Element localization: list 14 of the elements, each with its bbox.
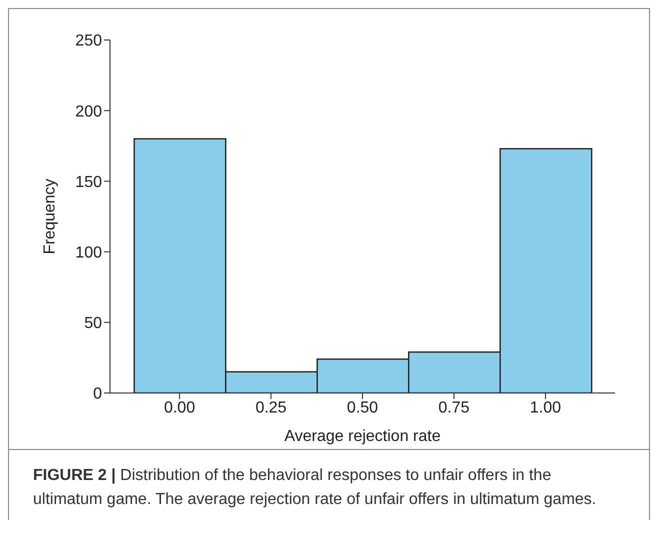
x-tick-label: 0.75: [438, 399, 470, 416]
y-tick-label: 250: [75, 32, 102, 50]
y-tick-label: 200: [75, 103, 102, 120]
x-tick-label: 0.50: [346, 399, 378, 416]
x-tick-label: 0.25: [255, 399, 287, 416]
x-tick-label: 1.00: [530, 399, 562, 416]
y-tick-label: 150: [75, 174, 102, 191]
y-axis-title: Frequency: [42, 178, 59, 254]
y-tick-label: 100: [75, 244, 102, 262]
y-tick-label: 0: [93, 386, 102, 403]
x-axis-title: Average rejection rate: [284, 428, 441, 445]
x-tick-label: 0.00: [164, 399, 196, 416]
caption: FIGURE 2 | Distribution of the behavioral responses to unfair offers in the ultimatum game. The average rejection rate of unfair offers in ultimatum games.: [33, 467, 596, 508]
y-tick-label: 50: [84, 315, 102, 332]
